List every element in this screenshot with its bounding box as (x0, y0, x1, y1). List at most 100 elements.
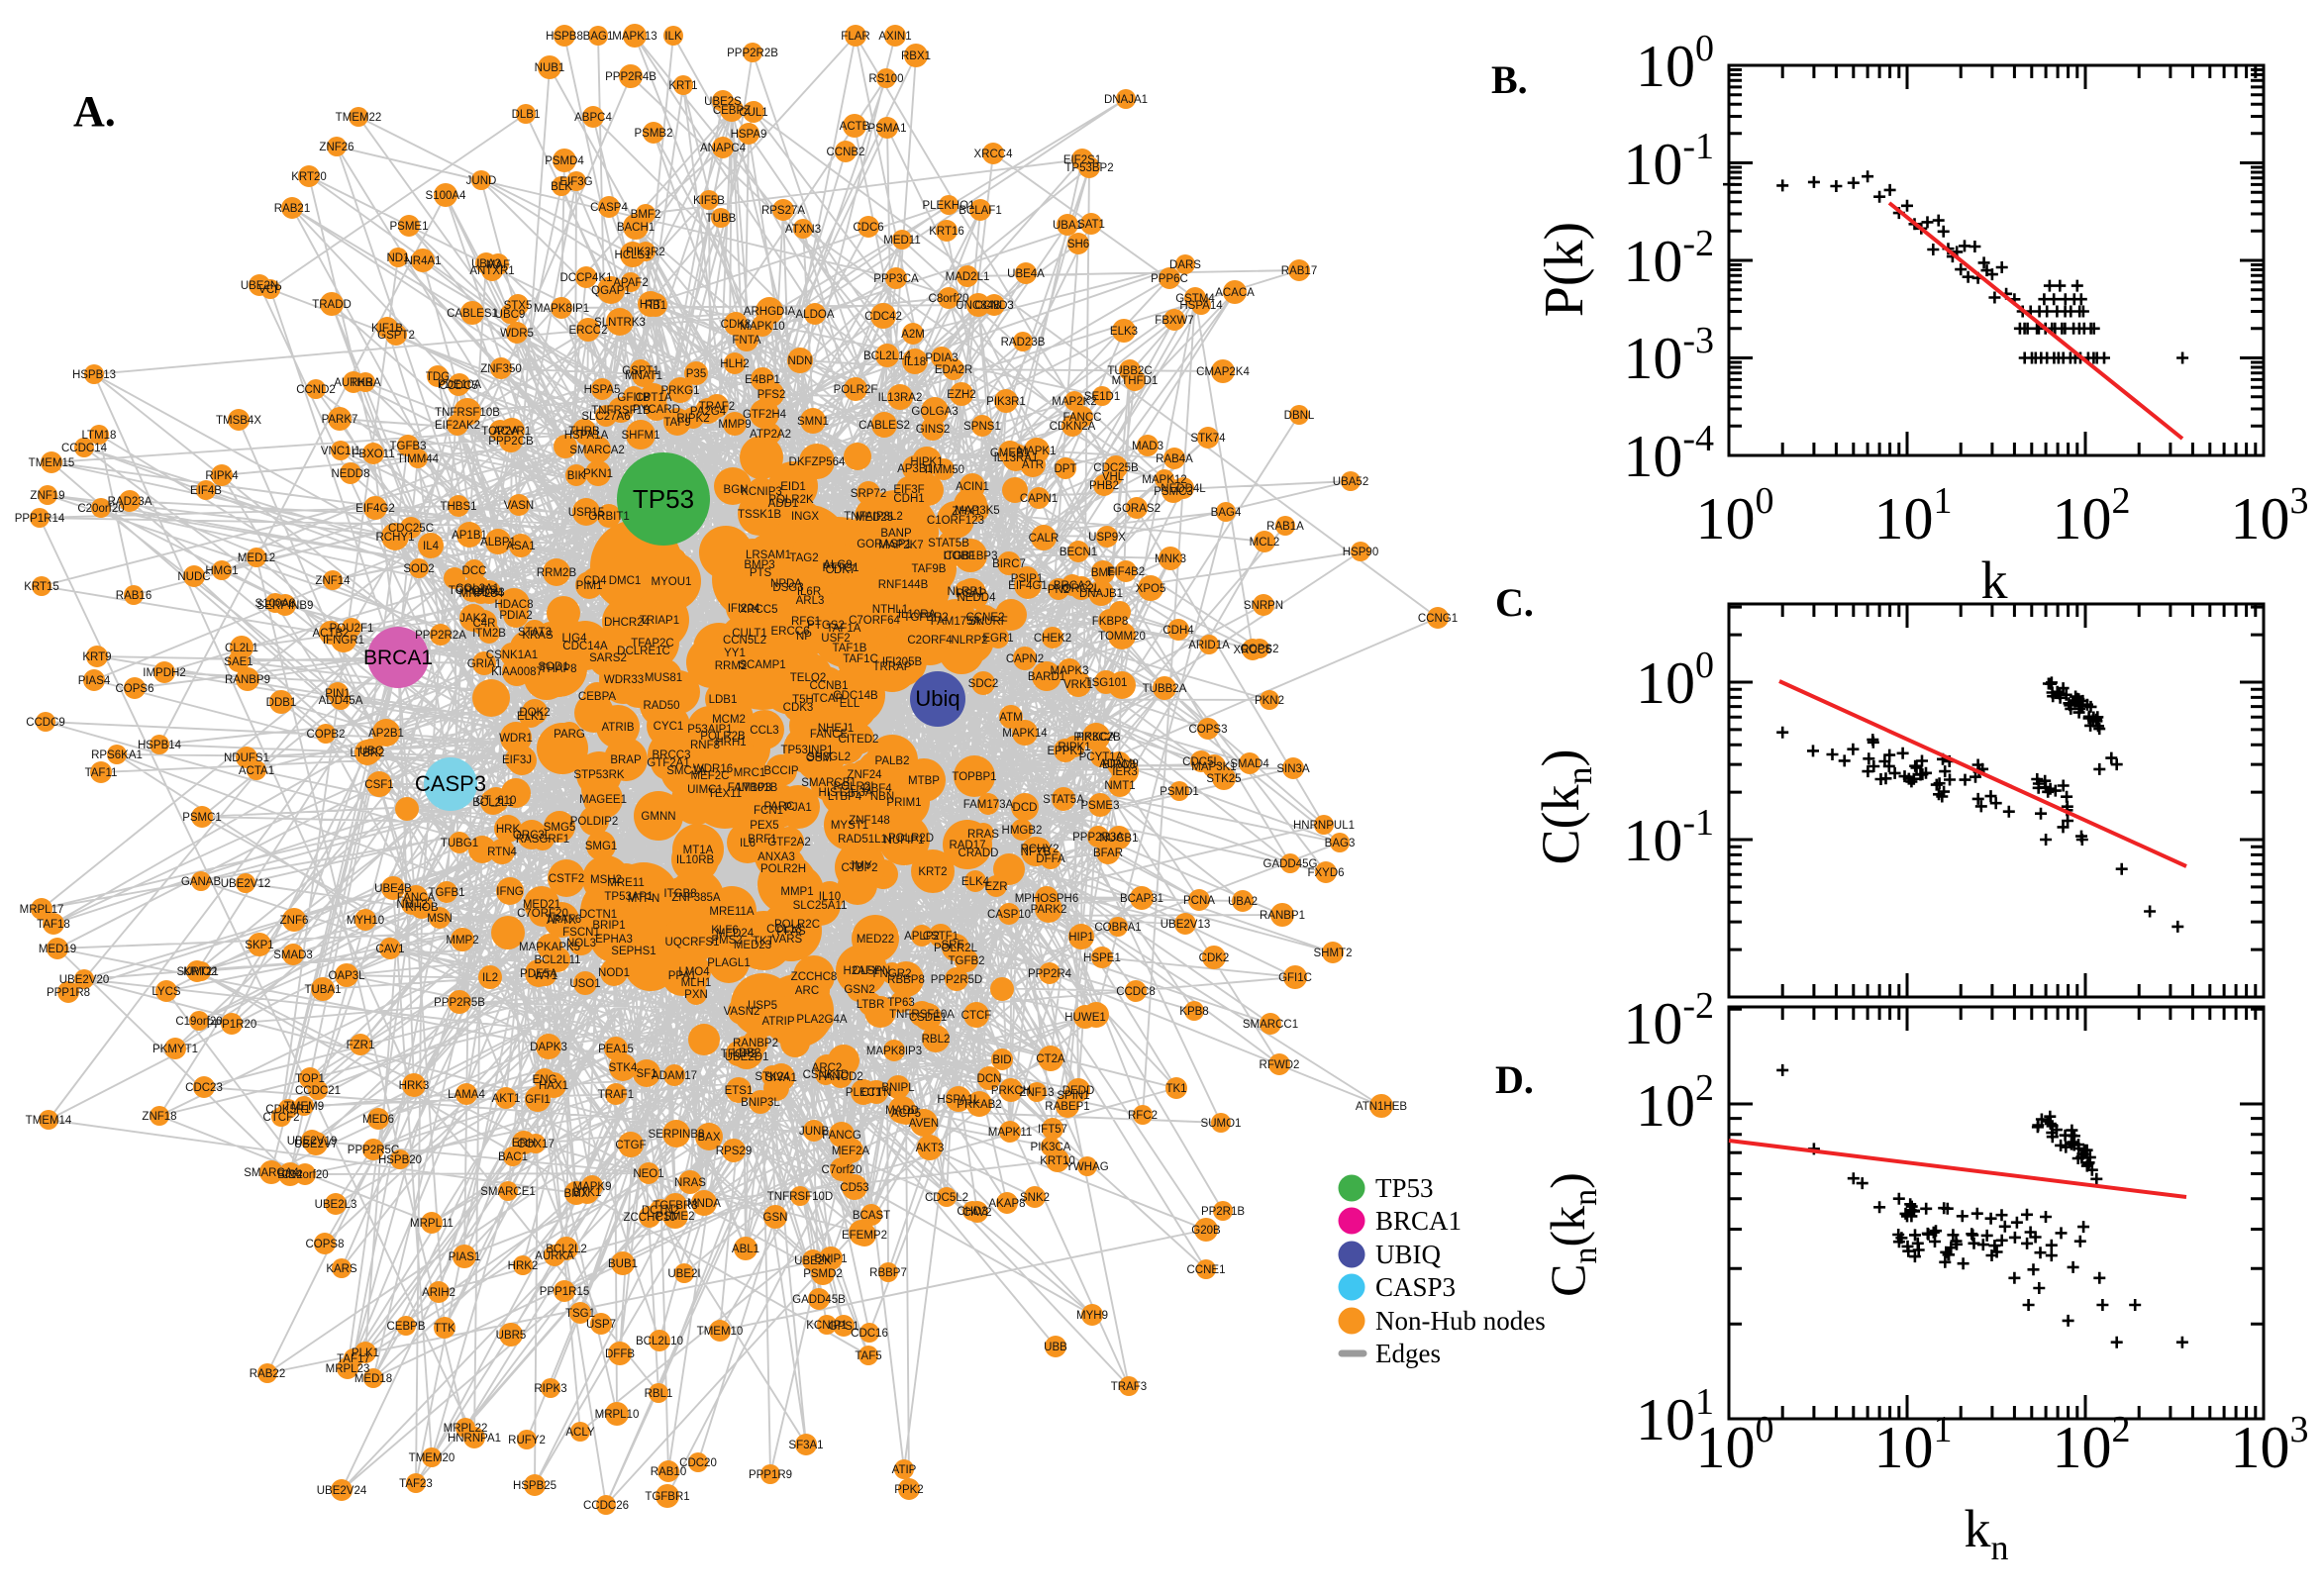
svg-text:MAP2K7: MAP2K7 (878, 540, 923, 551)
svg-text:UBC: UBC (359, 746, 383, 757)
svg-text:USO1: USO1 (569, 978, 600, 990)
svg-text:KCNIP3: KCNIP3 (741, 486, 782, 498)
svg-text:RNF8: RNF8 (690, 740, 720, 751)
svg-text:PIM1: PIM1 (576, 580, 603, 592)
svg-text:TP53AP1: TP53AP1 (604, 891, 653, 903)
svg-text:CUL1: CUL1 (739, 107, 767, 119)
svg-text:MT1A: MT1A (683, 845, 714, 856)
svg-text:KRT15: KRT15 (24, 581, 59, 593)
svg-text:THBS1: THBS1 (440, 501, 476, 513)
svg-text:TGFB3: TGFB3 (389, 441, 426, 452)
svg-text:SMAD3: SMAD3 (273, 949, 313, 961)
svg-text:PIK3R1: PIK3R1 (986, 396, 1026, 408)
svg-text:A2M: A2M (901, 329, 925, 341)
svg-text:UBE4A: UBE4A (1007, 268, 1045, 280)
svg-text:BMP3: BMP3 (744, 559, 774, 571)
svg-text:CDC20: CDC20 (679, 1457, 717, 1469)
svg-text:CCNE1: CCNE1 (1187, 1264, 1226, 1276)
svg-text:BCL2L1: BCL2L1 (472, 797, 514, 809)
svg-text:PLEKHO1: PLEKHO1 (922, 200, 974, 212)
svg-text:ABL1: ABL1 (732, 1244, 759, 1255)
svg-text:PPP1R8: PPP1R8 (47, 987, 90, 999)
svg-text:PSMC1: PSMC1 (182, 812, 222, 824)
svg-text:DDB1: DDB1 (266, 697, 297, 709)
svg-text:ACTB: ACTB (840, 121, 870, 133)
svg-text:HSPB25: HSPB25 (513, 1480, 556, 1492)
svg-text:RBL1: RBL1 (645, 1388, 673, 1400)
svg-text:PARK7: PARK7 (322, 414, 358, 426)
svg-text:MAPKAPK5: MAPKAPK5 (519, 942, 580, 953)
svg-text:XRCC4: XRCC4 (974, 149, 1014, 160)
svg-text:FAM173A: FAM173A (963, 799, 1014, 811)
svg-text:LTBP3: LTBP3 (738, 782, 771, 794)
svg-text:IL4: IL4 (423, 541, 440, 552)
svg-text:ELL: ELL (840, 698, 860, 710)
svg-text:UBE2V19: UBE2V19 (287, 1136, 338, 1147)
svg-text:BFAR: BFAR (1093, 848, 1123, 859)
svg-text:RAB22: RAB22 (250, 1368, 285, 1380)
svg-text:ZCCHC10: ZCCHC10 (623, 1212, 675, 1224)
svg-text:CAV1: CAV1 (375, 944, 404, 955)
svg-text:TAG2: TAG2 (789, 552, 818, 564)
svg-text:BAX: BAX (697, 1132, 720, 1144)
svg-text:KIF1B: KIF1B (371, 323, 403, 335)
svg-text:USP15: USP15 (568, 507, 604, 519)
svg-text:TMEM14: TMEM14 (26, 1115, 72, 1127)
svg-text:MCL2: MCL2 (1250, 537, 1280, 549)
svg-text:HMGB2: HMGB2 (1002, 825, 1043, 837)
svg-text:RAB17: RAB17 (1281, 265, 1317, 277)
svg-text:RNF144B: RNF144B (878, 579, 929, 591)
svg-text:MEF2C: MEF2C (691, 770, 730, 782)
svg-text:PPK2: PPK2 (894, 1484, 923, 1496)
svg-text:CASP10: CASP10 (987, 909, 1031, 921)
svg-text:NLRP1: NLRP1 (947, 586, 983, 598)
svg-text:UBE2D1: UBE2D1 (725, 1051, 769, 1063)
svg-text:RRM2B: RRM2B (537, 567, 577, 579)
svg-text:PRKCA: PRKCA (1076, 732, 1116, 744)
svg-text:FANCD2: FANCD2 (818, 1071, 862, 1083)
svg-text:PKN1: PKN1 (583, 468, 613, 480)
svg-text:POLR2I: POLR2I (834, 781, 874, 793)
svg-text:SIVA1: SIVA1 (765, 1072, 797, 1084)
svg-text:PLAGL1: PLAGL1 (707, 957, 750, 969)
svg-text:NUFIP1: NUFIP1 (884, 835, 925, 847)
svg-text:USP5: USP5 (748, 1000, 777, 1012)
svg-text:RCHY2: RCHY2 (1021, 844, 1060, 855)
svg-text:CCND2: CCND2 (296, 384, 336, 396)
svg-text:KLF6: KLF6 (711, 925, 739, 937)
svg-text:POLR2L: POLR2L (934, 943, 978, 954)
svg-text:MAGEE1: MAGEE1 (579, 794, 627, 806)
svg-text:DARS: DARS (1169, 259, 1201, 271)
svg-text:RAB16: RAB16 (116, 590, 152, 602)
svg-text:CD53: CD53 (840, 1182, 868, 1194)
svg-text:EPHA3: EPHA3 (595, 934, 633, 946)
svg-text:GOLGA3: GOLGA3 (911, 406, 958, 418)
svg-text:ERCC2: ERCC2 (569, 325, 608, 337)
svg-text:CALR: CALR (1029, 533, 1060, 545)
svg-text:NDN: NDN (788, 355, 813, 367)
svg-text:EIF4G1: EIF4G1 (1008, 580, 1048, 592)
svg-text:ATIP: ATIP (892, 1464, 917, 1476)
svg-text:STX5: STX5 (504, 300, 533, 312)
svg-text:SUMO1: SUMO1 (1201, 1118, 1242, 1130)
svg-text:RAD23B: RAD23B (1001, 337, 1046, 349)
svg-text:NHEJ1: NHEJ1 (818, 723, 854, 735)
svg-text:ARID1A: ARID1A (1188, 640, 1230, 651)
svg-text:PTTG1: PTTG1 (822, 562, 858, 574)
svg-text:RBBP8: RBBP8 (887, 974, 925, 986)
svg-text:TSG1: TSG1 (565, 1308, 595, 1320)
svg-text:POLR2K: POLR2K (768, 494, 814, 506)
svg-text:KRT9: KRT9 (82, 651, 111, 663)
svg-text:APLP2: APLP2 (904, 931, 940, 943)
svg-text:RABEP1: RABEP1 (1045, 1101, 1089, 1113)
svg-text:CCNE2: CCNE2 (966, 612, 1005, 624)
svg-text:ZNF19: ZNF19 (30, 490, 64, 502)
svg-text:PPP1R15: PPP1R15 (540, 1286, 590, 1298)
svg-text:NEDD8: NEDD8 (332, 468, 370, 480)
svg-text:SMARCA2: SMARCA2 (569, 445, 625, 456)
svg-text:EID1: EID1 (780, 481, 806, 493)
svg-text:LDB2: LDB2 (733, 1047, 761, 1059)
svg-text:MED24: MED24 (716, 928, 755, 940)
svg-text:AKT1: AKT1 (492, 1093, 521, 1105)
svg-text:E4BP1: E4BP1 (745, 374, 780, 386)
